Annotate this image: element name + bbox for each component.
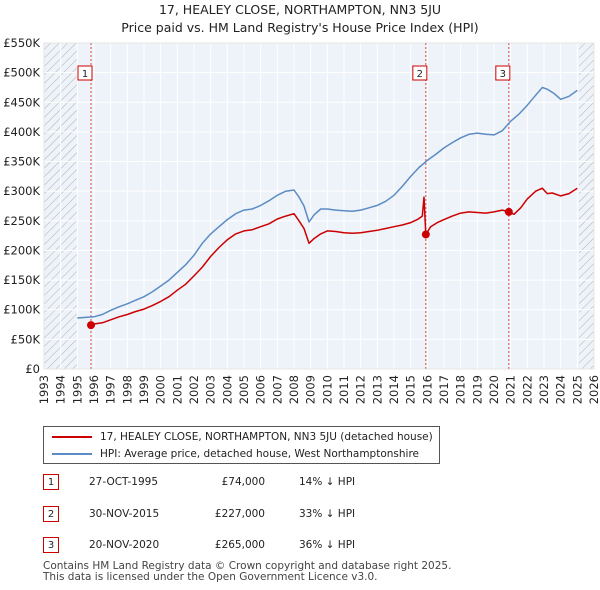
sale-point bbox=[421, 230, 430, 239]
x-tick-label: 2008 bbox=[287, 375, 301, 404]
legend-item-hpi: HPI: Average price, detached house, West… bbox=[52, 446, 419, 462]
sale-row: 2 30-NOV-2015 £227,000 33% ↓ HPI bbox=[43, 506, 583, 526]
y-tick-label: £250K bbox=[3, 214, 40, 228]
sale-date: 27-OCT-1995 bbox=[89, 476, 158, 488]
sale-label-number: 1 bbox=[82, 69, 88, 80]
sale-label-number: 2 bbox=[417, 69, 423, 80]
legend-label-property: 17, HEALEY CLOSE, NORTHAMPTON, NN3 5JU (… bbox=[100, 431, 433, 443]
x-tick-label: 2014 bbox=[387, 375, 401, 404]
x-tick-label: 1994 bbox=[54, 375, 68, 404]
footer-line-2: This data is licensed under the Open Gov… bbox=[43, 571, 378, 583]
y-tick-label: £500K bbox=[3, 66, 40, 80]
sale-date: 30-NOV-2015 bbox=[89, 508, 160, 520]
legend-swatch-property bbox=[52, 436, 92, 438]
y-tick-label: £400K bbox=[3, 125, 40, 139]
x-tick-label: 1998 bbox=[120, 375, 134, 404]
sale-hpi-diff: 36% ↓ HPI bbox=[299, 539, 356, 551]
x-tick-label: 2007 bbox=[270, 375, 284, 404]
x-tick-label: 2018 bbox=[454, 375, 468, 404]
x-tick-label: 2004 bbox=[220, 375, 234, 404]
legend-swatch-hpi bbox=[52, 453, 92, 455]
sale-price: £227,000 bbox=[214, 508, 265, 520]
hatched-region bbox=[579, 43, 594, 369]
y-tick-label: £350K bbox=[3, 155, 40, 169]
sale-row: 3 20-NOV-2020 £265,000 36% ↓ HPI bbox=[43, 537, 583, 557]
x-tick-label: 2015 bbox=[404, 375, 418, 404]
plot-frame bbox=[43, 42, 595, 370]
x-tick-label: 2026 bbox=[587, 375, 600, 404]
x-tick-label: 2013 bbox=[370, 375, 384, 404]
x-tick-label: 2006 bbox=[254, 375, 268, 404]
x-tick-label: 2024 bbox=[554, 375, 568, 404]
x-tick-label: 1999 bbox=[137, 375, 151, 404]
property-price-line bbox=[90, 187, 578, 326]
y-tick-label: £550K bbox=[3, 36, 40, 50]
x-tick-label: 2009 bbox=[304, 375, 318, 404]
attribution-footer: Contains HM Land Registry data © Crown c… bbox=[43, 561, 451, 583]
x-tick-label: 2010 bbox=[320, 375, 334, 404]
y-tick-label: £300K bbox=[3, 184, 40, 198]
x-tick-label: 2002 bbox=[187, 375, 201, 404]
sale-label-box bbox=[412, 65, 428, 81]
sale-date: 20-NOV-2020 bbox=[89, 539, 160, 551]
x-tick-label: 2005 bbox=[237, 375, 251, 404]
sale-label-box bbox=[77, 65, 93, 81]
x-tick-label: 2003 bbox=[204, 375, 218, 404]
x-tick-label: 1996 bbox=[87, 375, 101, 404]
sale-hpi-diff: 14% ↓ HPI bbox=[299, 476, 356, 488]
x-tick-label: 2016 bbox=[420, 375, 434, 404]
x-tick-label: 2022 bbox=[520, 375, 534, 404]
y-tick-label: £450K bbox=[3, 95, 40, 109]
x-tick-label: 2021 bbox=[504, 375, 518, 404]
sale-number-badge: 2 bbox=[43, 506, 59, 522]
sale-point bbox=[87, 321, 95, 330]
x-tick-label: 2017 bbox=[437, 375, 451, 404]
x-tick-label: 1997 bbox=[104, 375, 118, 404]
sale-price: £74,000 bbox=[221, 476, 265, 488]
chart-subtitle: Price paid vs. HM Land Registry's House … bbox=[121, 20, 478, 35]
sale-price: £265,000 bbox=[214, 539, 265, 551]
sale-row: 1 27-OCT-1995 £74,000 14% ↓ HPI bbox=[43, 474, 583, 494]
chart-title: 17, HEALEY CLOSE, NORTHAMPTON, NN3 5JU bbox=[159, 2, 441, 17]
x-tick-label: 2019 bbox=[470, 375, 484, 404]
sale-number-badge: 1 bbox=[43, 474, 59, 490]
plot-background bbox=[44, 43, 594, 369]
x-tick-label: 2020 bbox=[487, 375, 501, 404]
x-tick-label: 1993 bbox=[37, 375, 51, 404]
price-chart: 17, HEALEY CLOSE, NORTHAMPTON, NN3 5JU P… bbox=[3, 2, 600, 404]
sale-point bbox=[504, 207, 513, 216]
chart-legend: 17, HEALEY CLOSE, NORTHAMPTON, NN3 5JU (… bbox=[43, 426, 440, 464]
y-tick-label: £200K bbox=[3, 243, 40, 257]
x-tick-label: 2000 bbox=[154, 375, 168, 404]
footer-line-1: Contains HM Land Registry data © Crown c… bbox=[43, 560, 452, 572]
y-tick-label: £0 bbox=[25, 362, 40, 376]
sale-hpi-diff: 33% ↓ HPI bbox=[299, 508, 356, 520]
y-tick-label: £50K bbox=[11, 332, 41, 346]
y-tick-label: £150K bbox=[3, 273, 40, 287]
sale-label-box bbox=[495, 65, 511, 81]
legend-label-hpi: HPI: Average price, detached house, West… bbox=[100, 448, 419, 460]
x-tick-label: 2001 bbox=[170, 375, 184, 404]
legend-item-property: 17, HEALEY CLOSE, NORTHAMPTON, NN3 5JU (… bbox=[52, 429, 433, 445]
y-tick-label: £100K bbox=[3, 303, 40, 317]
x-tick-label: 2012 bbox=[354, 375, 368, 404]
x-tick-label: 2025 bbox=[570, 375, 584, 404]
x-tick-label: 2011 bbox=[337, 375, 351, 404]
sale-label-number: 3 bbox=[500, 69, 506, 80]
hpi-line bbox=[77, 86, 578, 319]
x-tick-label: 1995 bbox=[70, 375, 84, 404]
sale-number-badge: 3 bbox=[43, 537, 59, 553]
x-tick-label: 2023 bbox=[537, 375, 551, 404]
